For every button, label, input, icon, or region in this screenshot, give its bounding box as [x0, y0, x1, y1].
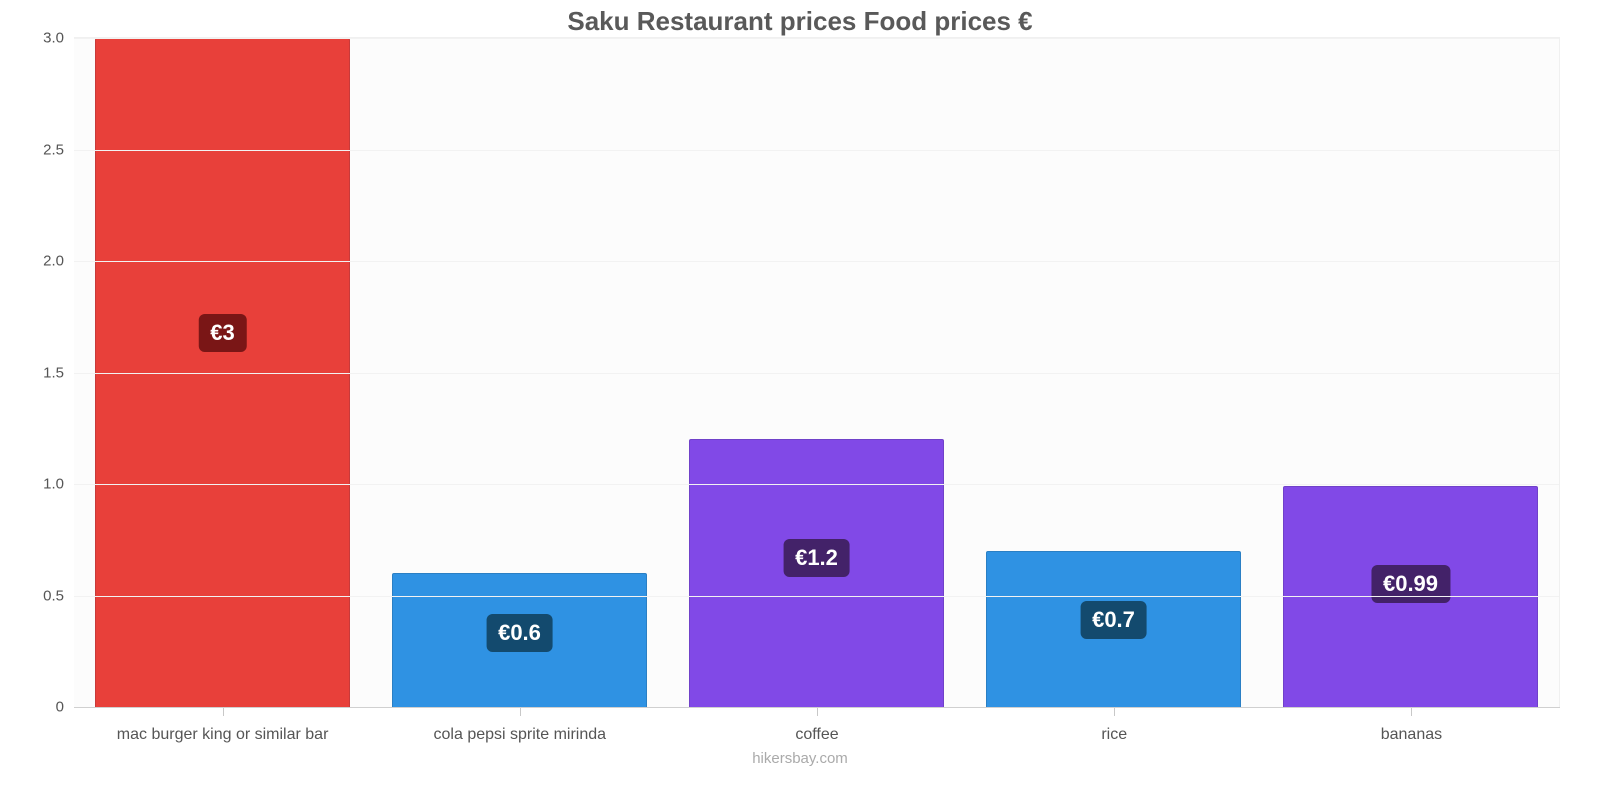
bar: €0.6 [392, 573, 647, 707]
chart-title: Saku Restaurant prices Food prices € [20, 6, 1580, 37]
bar: €0.7 [986, 551, 1241, 707]
y-tick-label: 0 [56, 699, 64, 716]
bar: €1.2 [689, 439, 944, 707]
y-gridline [74, 261, 1559, 262]
bar-value-label: €1.2 [783, 539, 850, 577]
bar: €0.99 [1283, 486, 1538, 707]
x-tick-label: coffee [668, 708, 965, 744]
y-gridline [74, 373, 1559, 374]
x-tick-label: mac burger king or similar bar [74, 708, 371, 744]
y-gridline [74, 596, 1559, 597]
x-axis-ticks: mac burger king or similar barcola pepsi… [74, 708, 1560, 744]
y-tick-label: 1.5 [43, 364, 64, 381]
chart-credit: hikersbay.com [20, 750, 1580, 767]
y-gridline [74, 150, 1559, 151]
y-gridline [74, 484, 1559, 485]
bar-value-label: €3 [198, 314, 246, 352]
price-chart: Saku Restaurant prices Food prices € €3 €… [0, 0, 1600, 800]
bar-value-label: €0.6 [486, 614, 553, 652]
y-tick-label: 3.0 [43, 30, 64, 47]
y-gridline [74, 38, 1559, 39]
y-tick-label: 1.0 [43, 476, 64, 493]
y-tick-label: 2.5 [43, 141, 64, 158]
y-tick-label: 2.0 [43, 253, 64, 270]
y-tick-label: 0.5 [43, 587, 64, 604]
x-tick-label: cola pepsi sprite mirinda [371, 708, 668, 744]
plot-area: €3€0.6€1.2€0.7€0.99 00.51.01.52.02.53.0 [74, 37, 1560, 707]
x-tick-label: rice [966, 708, 1263, 744]
x-tick-label: bananas [1263, 708, 1560, 744]
bar-value-label: €0.99 [1371, 565, 1450, 603]
bar-value-label: €0.7 [1080, 601, 1147, 639]
